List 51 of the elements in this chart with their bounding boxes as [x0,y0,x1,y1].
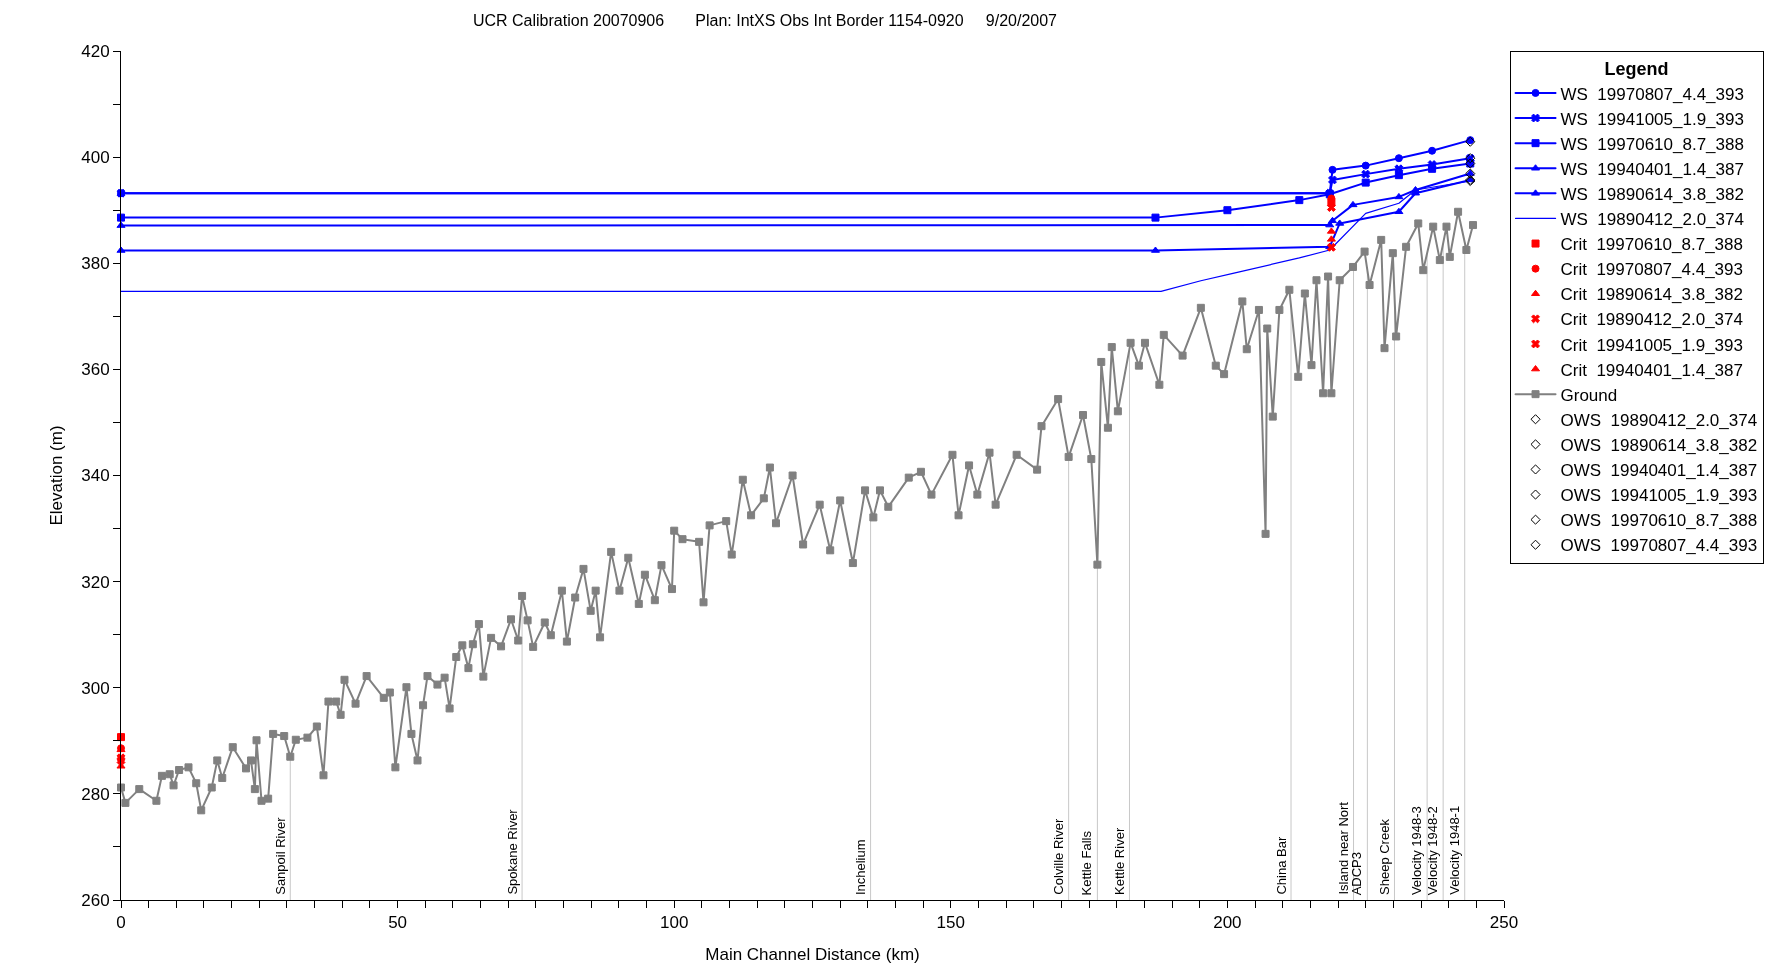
x-tick-label: 100 [660,913,689,933]
x-axis-title: Main Channel Distance (km) [705,944,920,964]
legend-label: Crit 19940401_1.4_387 [1560,360,1743,380]
legend-label: OWS 19941005_1.9_393 [1560,486,1758,506]
legend-label: OWS 19940401_1.4_387 [1560,461,1758,481]
ref-line-label: Sanpoil River [272,816,288,895]
ref-line-label: Velocity 1948-1 [1446,805,1462,895]
x-tick-label: 50 [388,913,408,933]
legend-label: Crit 19941005_1.9_393 [1560,335,1743,355]
y-tick-label: 420 [81,41,110,61]
y-tick-label: 340 [81,466,110,486]
ref-line-label: Sheep Creek [1376,818,1392,895]
ref-line-label: China Bar [1273,836,1289,895]
ref-line-label: Inchelium [853,839,869,896]
legend-title: Legend [1604,59,1669,80]
ref-line-label: Velocity 1948-3 [1409,806,1425,896]
ref-line-label: ADCP3 [1349,852,1365,896]
legend-label: WS 19941005_1.9_393 [1560,109,1744,129]
ref-line-label: Island near Nort [1335,801,1351,895]
y-tick-label: 360 [81,360,110,380]
legend-label: WS 19890614_3.8_382 [1560,184,1744,204]
legend-label: WS 19970807_4.4_393 [1560,84,1744,104]
ref-line-label: Kettle Falls [1079,830,1095,896]
legend-label: Crit 19970610_8.7_388 [1560,235,1743,255]
y-axis-title: Elevation (m) [46,425,66,526]
legend-label: Crit 19970807_4.4_393 [1560,260,1743,280]
legend-label: OWS 19970807_4.4_393 [1560,536,1758,556]
ref-line-label: Spokane River [504,808,520,895]
ref-line-label: Velocity 1948-2 [1425,806,1441,896]
ref-line-label: Colville River [1050,818,1066,895]
legend-label: WS 19940401_1.4_387 [1560,159,1744,179]
legend-label: Ground [1560,385,1618,405]
legend-label: WS 19970610_8.7_388 [1560,134,1744,154]
x-tick-label: 200 [1213,913,1242,933]
y-tick-label: 260 [81,890,110,910]
y-tick-label: 280 [81,784,110,804]
y-tick-label: 400 [81,148,110,168]
legend-label: WS 19890412_2.0_374 [1560,210,1744,230]
x-tick-label: 0 [116,913,126,933]
legend-label: OWS 19970610_8.7_388 [1560,511,1758,531]
y-tick-label: 320 [81,572,110,592]
legend-label: Crit 19890412_2.0_374 [1560,310,1743,330]
legend-label: Crit 19890614_3.8_382 [1560,285,1743,305]
x-tick-label: 150 [936,913,965,933]
y-tick-label: 300 [81,678,110,698]
x-tick-label: 250 [1489,913,1519,933]
legend-label: OWS 19890614_3.8_382 [1560,435,1758,455]
chart-title: UCR Calibration 20070906 Plan: IntXS Obs Int Border 1154-0920 9/20/2007 [472,11,1058,29]
ref-line-label: Kettle River [1111,827,1127,895]
y-tick-label: 380 [81,254,110,274]
legend-label: OWS 19890412_2.0_374 [1560,410,1758,430]
